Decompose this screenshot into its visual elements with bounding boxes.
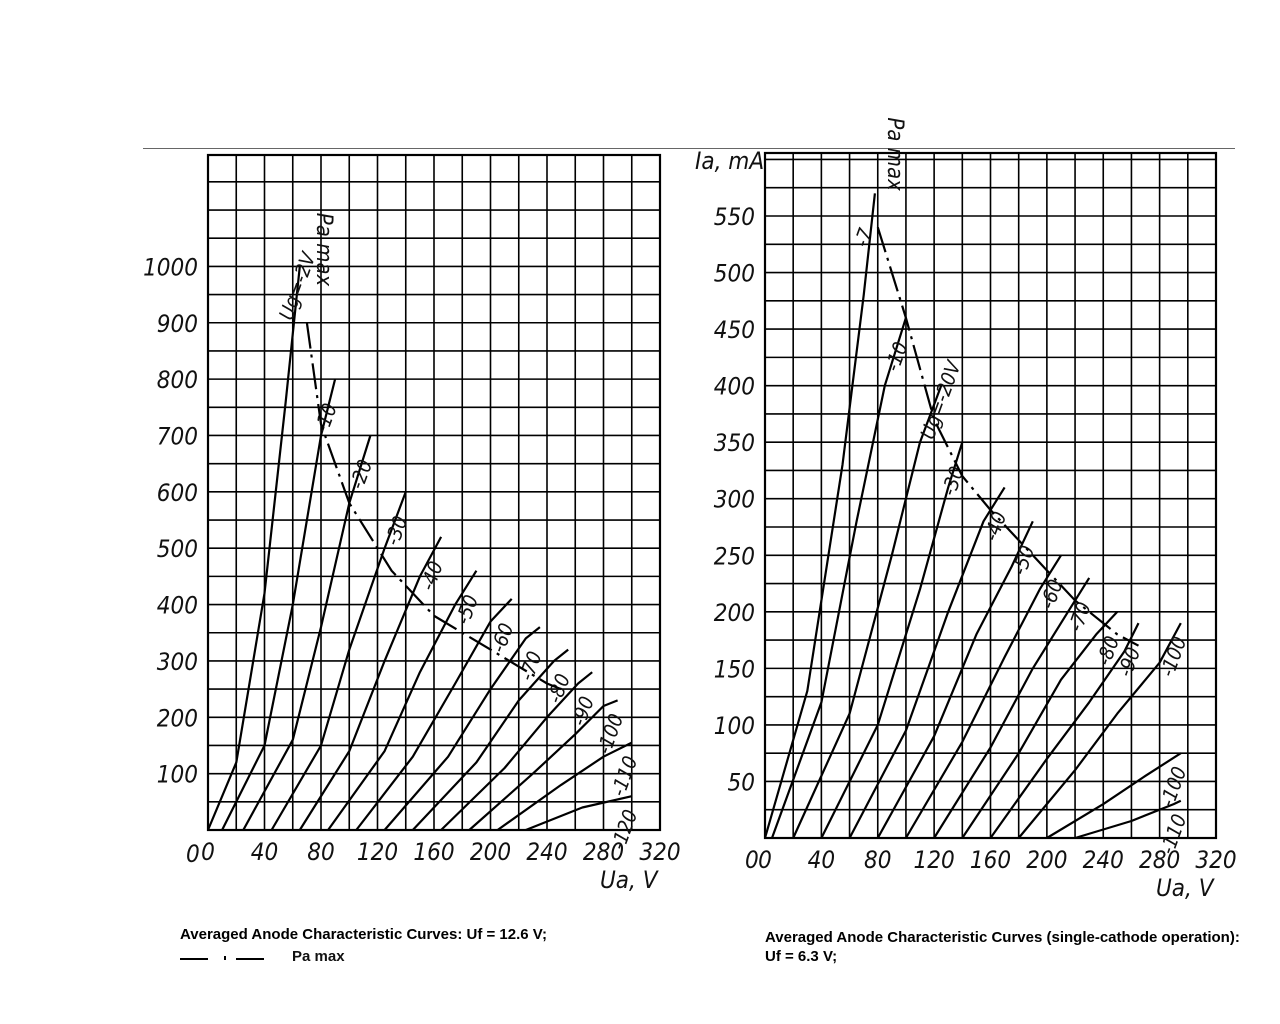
series-curve xyxy=(904,554,1062,839)
series-curve xyxy=(440,671,593,831)
y-tick-label: 150 xyxy=(714,655,755,683)
y-tick-label: 50 xyxy=(728,768,755,796)
series-curve xyxy=(525,795,633,832)
x-tick-label: 280 xyxy=(1139,846,1180,874)
y-tick-label: 500 xyxy=(157,535,198,563)
legend-line-seg-2 xyxy=(236,958,264,960)
series-label: -50 xyxy=(1007,542,1040,578)
series-label: -10 xyxy=(880,339,913,375)
series-label: -7 xyxy=(849,225,878,251)
origin-label: 0 xyxy=(186,840,200,868)
y-tick-label: 1000 xyxy=(143,253,198,281)
series-curve xyxy=(989,622,1140,839)
y-tick-label: 200 xyxy=(714,599,755,627)
y-tick-label: 100 xyxy=(157,761,198,789)
y-tick-label: 300 xyxy=(157,648,198,676)
y-tick-label: 600 xyxy=(157,479,198,507)
series-curve xyxy=(383,626,541,831)
series-label: -110 xyxy=(606,753,643,800)
legend-label: Pa max xyxy=(292,948,345,965)
series-curve xyxy=(221,378,337,831)
x-tick-label: 320 xyxy=(639,838,680,866)
x-axis-title: Ua, V xyxy=(600,866,660,894)
series-label: -30 xyxy=(380,513,413,549)
series-label: -10 xyxy=(309,400,342,436)
x-tick-label: 40 xyxy=(808,846,835,874)
y-tick-label: 800 xyxy=(157,366,198,394)
series-curve xyxy=(242,435,372,831)
pmax-label: Pa max xyxy=(311,213,336,287)
series-curve xyxy=(468,699,619,831)
x-tick-label: 200 xyxy=(470,838,511,866)
series-curve xyxy=(876,520,1034,839)
x-tick-label: 40 xyxy=(251,838,278,866)
series-label: -90 xyxy=(566,693,599,729)
series-curve xyxy=(820,441,964,839)
x-tick-label: 120 xyxy=(914,846,955,874)
series-curve xyxy=(298,536,443,831)
legend-line-seg-1 xyxy=(180,958,208,960)
y-tick-label: 400 xyxy=(714,373,755,401)
caption-right: Averaged Anode Characteristic Curves (si… xyxy=(765,929,1240,965)
series-curve xyxy=(411,648,569,831)
series-label: -30 xyxy=(936,463,969,499)
y-tick-label: 100 xyxy=(714,712,755,740)
x-tick-label: 0 xyxy=(758,846,772,874)
series-curve xyxy=(270,491,407,831)
x-tick-label: 280 xyxy=(583,838,624,866)
y-tick-label: 700 xyxy=(157,422,198,450)
y-tick-label: 550 xyxy=(714,203,755,231)
series-curve xyxy=(1017,622,1182,839)
x-tick-label: 120 xyxy=(357,838,398,866)
y-tick-label: 200 xyxy=(157,704,198,732)
series-label: -40 xyxy=(415,558,448,594)
caption-left: Averaged Anode Characteristic Curves: Uf… xyxy=(180,926,547,943)
x-tick-label: 320 xyxy=(1195,846,1236,874)
series-curve xyxy=(206,266,301,831)
y-tick-label: 400 xyxy=(157,592,198,620)
series-curve xyxy=(848,486,1006,839)
y-tick-label: 900 xyxy=(157,310,198,338)
x-axis-title: Ua, V xyxy=(1156,874,1216,902)
chart-panel-right: 0 40 80 120 160 200 240 280 320 50 100 150 200 250 300… xyxy=(695,117,1237,902)
y-tick-label: 300 xyxy=(714,486,755,514)
x-tick-label: 200 xyxy=(1026,846,1067,874)
pmax-curve xyxy=(876,226,1140,647)
y-axis-title: Ia, mA xyxy=(695,147,764,175)
series-curve xyxy=(1074,799,1182,840)
series-label: -60 xyxy=(1035,576,1068,612)
series-curve xyxy=(763,193,876,839)
pmax-curve xyxy=(305,322,562,691)
page-rule xyxy=(143,148,1235,149)
x-tick-label: 0 xyxy=(201,838,215,866)
legend-dot xyxy=(224,956,226,960)
chart-panel-left: 0 40 80 120 160 200 240 280 320 100 200 300 400 500 60… xyxy=(143,153,681,894)
series-curve xyxy=(792,385,943,839)
series-curve xyxy=(770,317,907,839)
pmax-label: Pa max xyxy=(882,117,907,191)
series-curve xyxy=(355,598,513,831)
series-curve xyxy=(1046,752,1182,839)
series-curve xyxy=(327,570,478,831)
x-tick-label: 240 xyxy=(526,838,567,866)
origin-label: 0 xyxy=(745,846,759,874)
y-tick-label: 250 xyxy=(714,542,755,570)
series-label: -50 xyxy=(451,592,484,628)
series-curve xyxy=(961,611,1119,839)
y-tick-label: 450 xyxy=(714,316,755,344)
series-label: Ug=-20V xyxy=(915,356,966,442)
legend-pmax: Pa max xyxy=(180,948,480,968)
x-tick-label: 240 xyxy=(1083,846,1124,874)
x-tick-label: 160 xyxy=(970,846,1011,874)
x-tick-label: 80 xyxy=(864,846,891,874)
series-label: -70 xyxy=(1063,599,1096,635)
y-tick-label: 500 xyxy=(714,260,755,288)
y-tick-label: 350 xyxy=(714,429,755,457)
series-curve xyxy=(496,741,633,831)
x-tick-label: 160 xyxy=(413,838,454,866)
x-tick-label: 80 xyxy=(307,838,334,866)
